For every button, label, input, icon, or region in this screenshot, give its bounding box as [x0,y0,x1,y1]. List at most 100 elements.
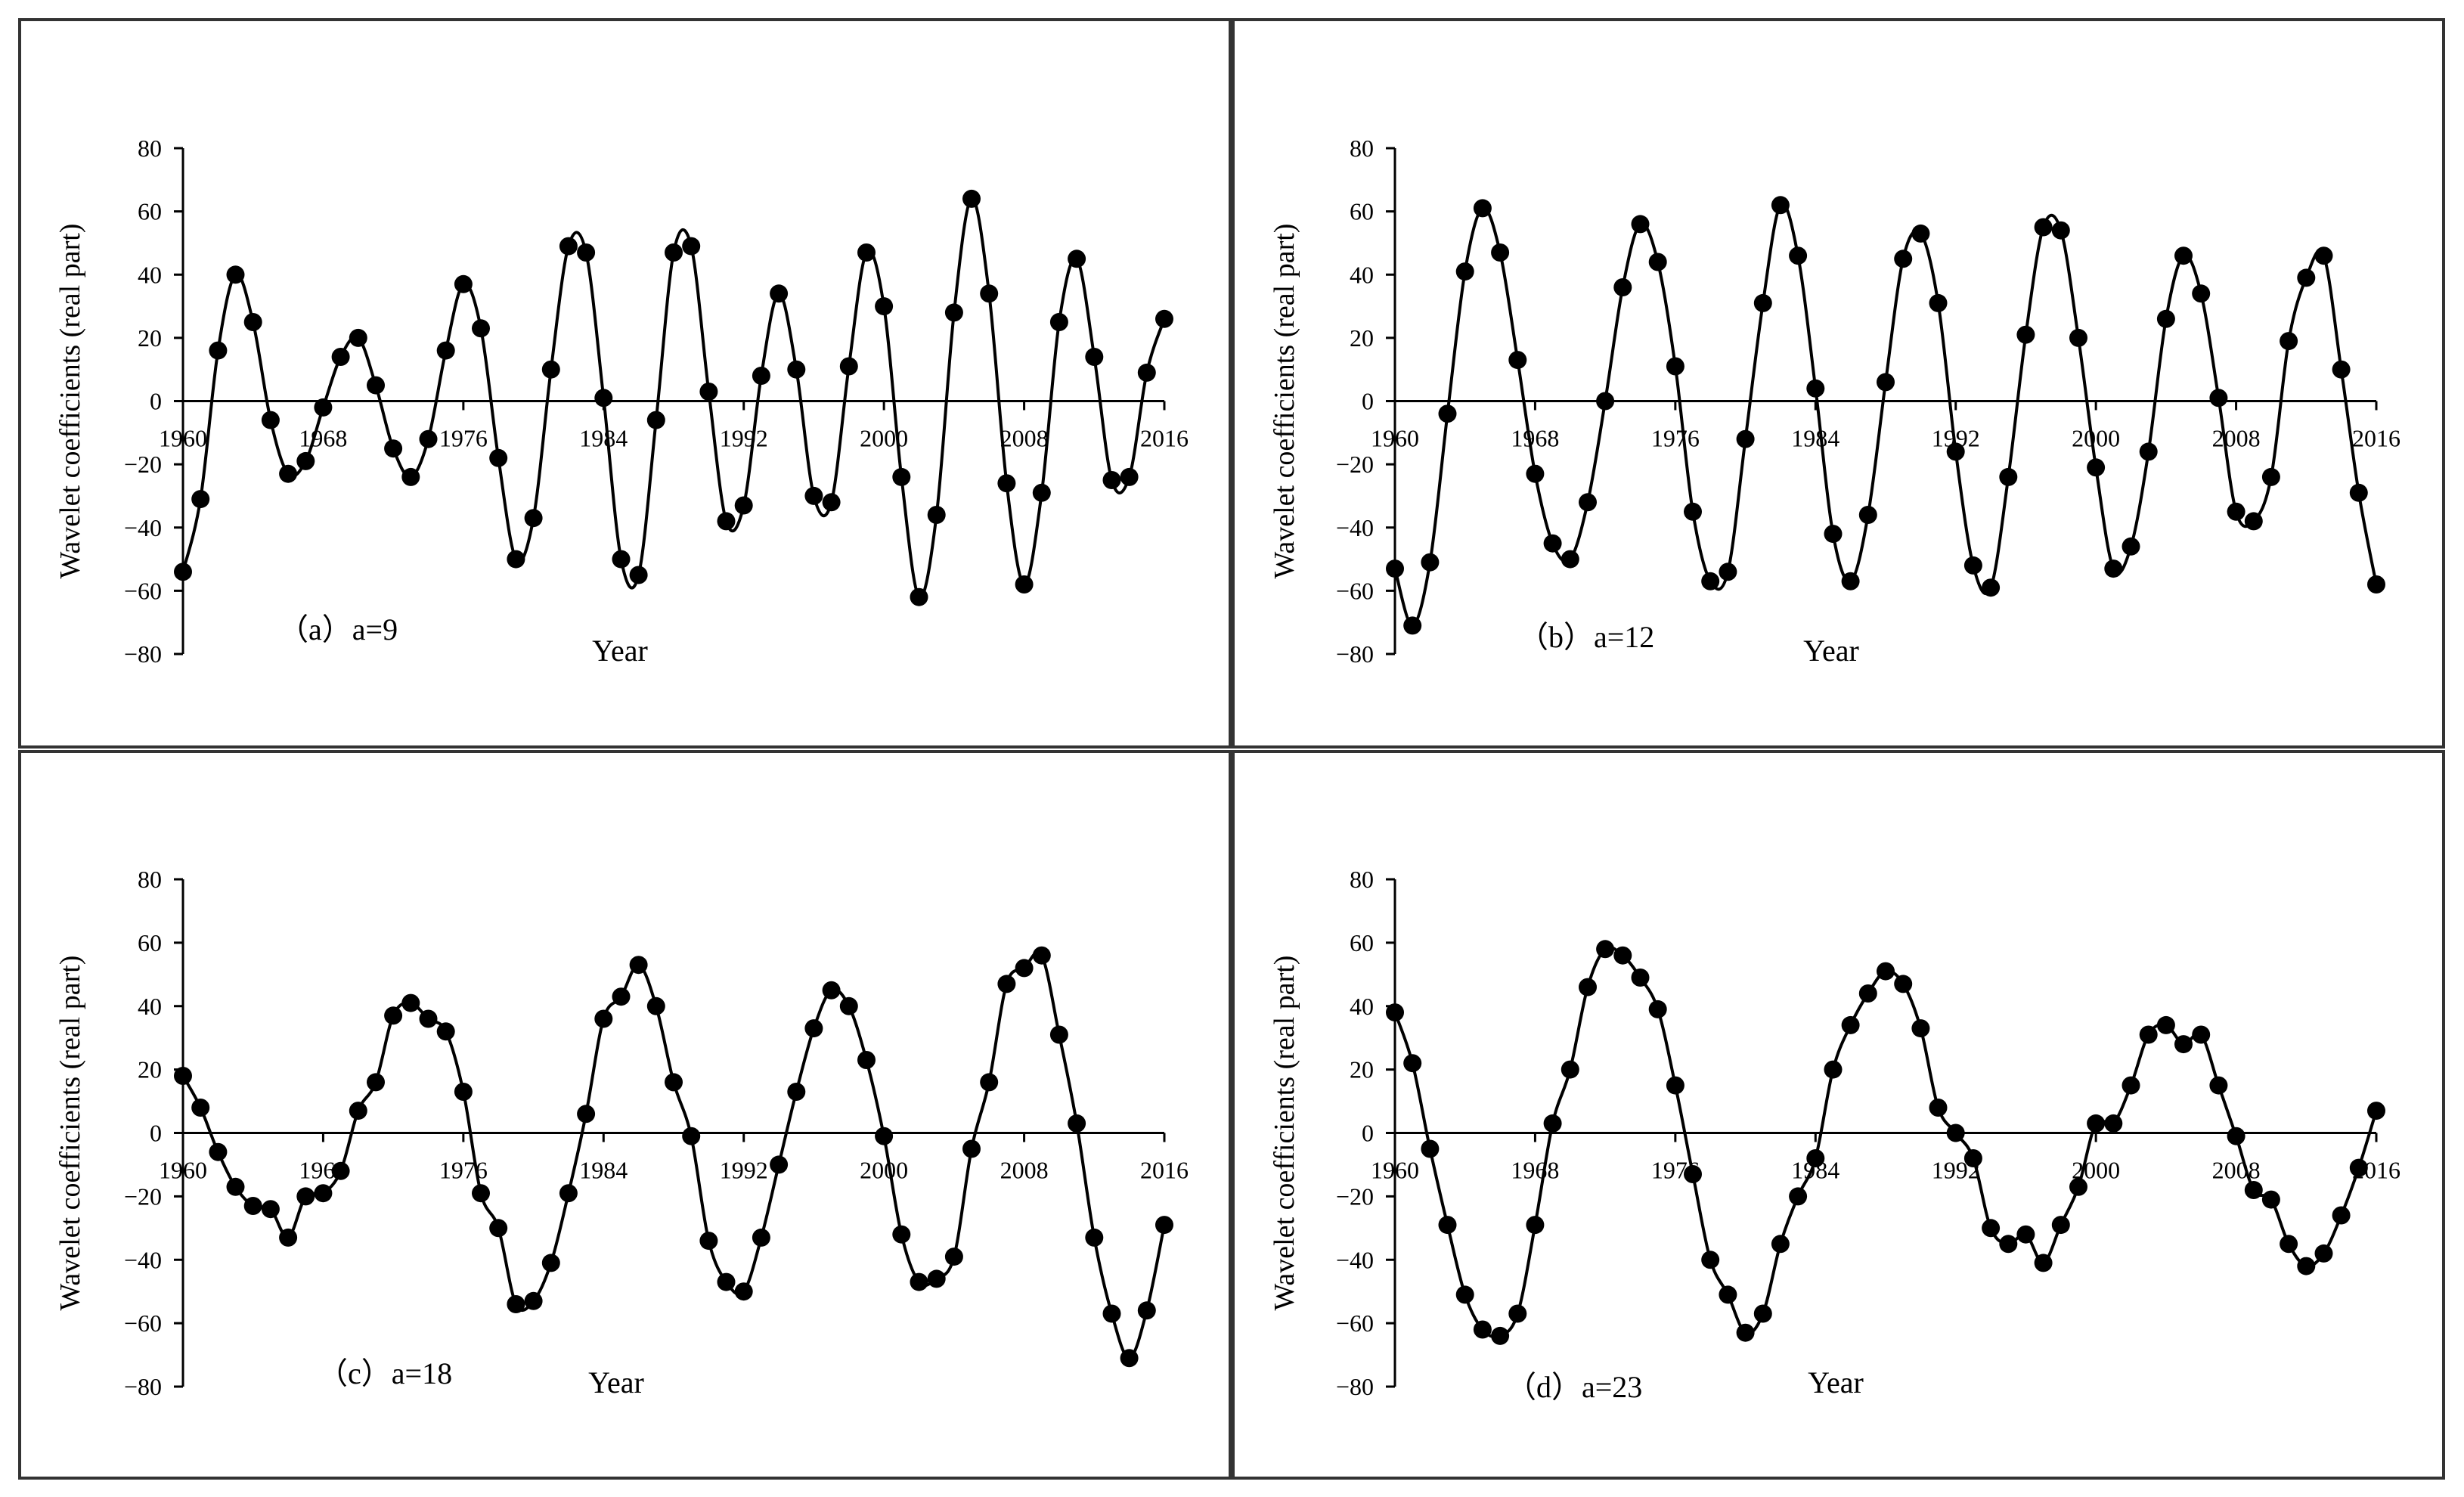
data-point [910,1272,928,1291]
data-point [1386,559,1404,578]
x-tick-label: 1976 [439,425,488,452]
data-point [1120,467,1139,486]
data-point [2069,1177,2087,1196]
x-tick-label: 2008 [2212,1157,2261,1184]
data-point [1858,506,1877,524]
data-point [2069,328,2087,347]
data-point [1666,357,1685,376]
data-point [892,467,911,486]
data-point [1841,572,1860,590]
data-point [1015,959,1034,978]
data-point [1999,1235,2018,1254]
data-point [226,265,245,284]
data-point [822,981,841,1000]
data-point [1155,309,1173,328]
data-point [734,1282,753,1301]
x-tick-label: 1984 [579,1157,628,1184]
data-point [927,1269,946,1288]
y-tick-label: −60 [124,577,162,604]
data-point [261,411,280,429]
data-point [296,1187,315,1206]
data-point [2261,1190,2280,1209]
data-point [2227,502,2245,521]
data-point [1631,969,1650,987]
data-point [717,1272,736,1291]
x-tick-label: 2016 [1140,1157,1189,1184]
x-tick-label: 1992 [720,1157,768,1184]
panel-frame-4 [1232,750,2445,1480]
data-point [2349,483,2368,502]
data-point [1455,1285,1474,1304]
data-point [1421,1139,1440,1158]
data-point [927,506,946,524]
data-point [401,993,420,1012]
x-tick-label: 1960 [1371,1157,1419,1184]
y-tick-label: −20 [124,1182,162,1210]
data-point [646,411,665,429]
data-point [1982,1219,2001,1238]
y-tick-label: −20 [1336,451,1374,478]
series-line [1393,202,2378,628]
data-point [857,1051,876,1069]
panel-label: （a）a=9 [278,612,398,646]
data-point [1648,1000,1667,1018]
y-tick-label: 60 [1350,929,1374,956]
y-tick-label: 20 [1350,324,1374,352]
data-point [1894,250,1913,268]
data-point [646,996,665,1015]
data-point [1579,493,1597,512]
data-point [1753,293,1772,312]
data-point [472,319,490,338]
series-line [1393,945,2378,1339]
data-point [1806,379,1825,398]
data-point [839,357,858,376]
x-axis-title: Year [588,1365,644,1399]
data-point [2367,1102,2385,1120]
data-point [787,360,806,379]
data-point [997,474,1016,493]
data-point [682,1127,701,1145]
data-point [1753,1304,1772,1323]
data-point [2087,1114,2106,1133]
y-axis-title: Wavelet coefficients (real part) [54,224,86,579]
data-point [191,490,210,509]
x-tick-label: 1992 [720,425,768,452]
data-point [1648,253,1667,271]
x-tick-label: 1976 [439,1157,488,1184]
data-point [980,1073,999,1092]
data-point [2104,1114,2123,1133]
data-point [1999,467,2018,486]
data-point [1015,575,1034,594]
data-point [717,512,736,531]
data-point [612,987,631,1006]
x-tick-label: 1960 [1371,425,1419,452]
data-point [2016,1225,2035,1244]
data-point [436,1022,455,1041]
data-point [2280,332,2298,351]
data-point [892,1225,911,1244]
data-point [507,1295,525,1313]
data-point [279,1228,298,1247]
x-tick-label: 2016 [2352,425,2400,452]
data-point [1666,1076,1685,1095]
data-point [997,975,1016,993]
data-point [2209,389,2228,408]
data-point [331,1161,350,1180]
data-point [665,243,683,262]
data-point [2227,1127,2245,1145]
data-point [489,1219,508,1238]
data-point [2156,1015,2175,1034]
data-point [1946,442,1965,461]
data-point [1473,199,1492,218]
data-point [384,1006,403,1025]
x-tick-label: 2000 [2072,425,2120,452]
data-point [261,1200,280,1219]
y-tick-label: 40 [138,993,162,1020]
data-point [191,1099,210,1117]
data-point [1491,1326,1510,1345]
data-point [2122,1076,2140,1095]
x-axis-title: Year [1803,634,1859,668]
data-point [1455,262,1474,281]
data-point [1137,1301,1156,1320]
y-tick-label: −40 [124,1246,162,1273]
